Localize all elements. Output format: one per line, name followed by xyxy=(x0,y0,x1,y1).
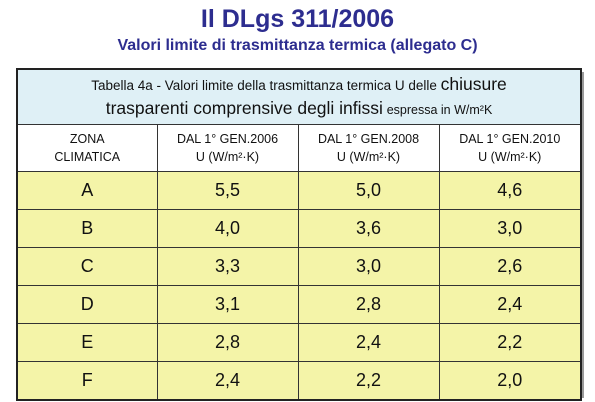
header-line2: U (W/m²·K) xyxy=(195,150,260,164)
value-2006-cell: 2,8 xyxy=(156,323,299,362)
header-line1: ZONA xyxy=(69,132,105,146)
header-line1: DAL 1° GEN.2006 xyxy=(176,132,279,146)
table-row: C 3,3 3,0 2,6 xyxy=(16,247,582,286)
value-2006-cell: 4,0 xyxy=(156,209,299,248)
value-2010-cell: 2,0 xyxy=(438,361,582,401)
value-2008-cell: 2,4 xyxy=(297,323,440,362)
table-container: Tabella 4a - Valori limite della trasmit… xyxy=(16,68,583,401)
zone-cell: A xyxy=(16,171,158,210)
value-2008-cell: 3,0 xyxy=(297,247,440,286)
zone-cell: F xyxy=(16,361,158,401)
value-2006-cell: 2,4 xyxy=(156,361,299,401)
table-row: A 5,5 5,0 4,6 xyxy=(16,171,582,210)
table-row: B 4,0 3,6 3,0 xyxy=(16,209,582,248)
table-row: D 3,1 2,8 2,4 xyxy=(16,285,582,324)
table-row: F 2,4 2,2 2,0 xyxy=(16,361,582,401)
header-2010: DAL 1° GEN.2010 U (W/m²·K) xyxy=(438,124,582,172)
header-2008: DAL 1° GEN.2008 U (W/m²·K) xyxy=(297,124,440,172)
header-line1: DAL 1° GEN.2008 xyxy=(317,132,420,146)
zone-cell: B xyxy=(16,209,158,248)
caption-text-4: espressa in W/m²K xyxy=(386,103,493,117)
caption-text-1: Tabella 4a - Valori limite della trasmit… xyxy=(91,78,437,93)
value-2010-cell: 4,6 xyxy=(438,171,582,210)
header-line2: CLIMATICA xyxy=(54,150,121,164)
value-2006-cell: 5,5 xyxy=(156,171,299,210)
table-row: E 2,8 2,4 2,2 xyxy=(16,323,582,362)
header-2006: DAL 1° GEN.2006 U (W/m²·K) xyxy=(156,124,299,172)
transmittance-table: Tabella 4a - Valori limite della trasmit… xyxy=(16,68,583,401)
zone-cell: E xyxy=(16,323,158,362)
header-zone: ZONA CLIMATICA xyxy=(16,124,158,172)
caption-text-2: chiusure xyxy=(440,74,507,94)
caption-text-3: trasparenti comprensive degli infissi xyxy=(105,98,383,118)
value-2008-cell: 5,0 xyxy=(297,171,440,210)
value-2008-cell: 3,6 xyxy=(297,209,440,248)
value-2010-cell: 3,0 xyxy=(438,209,582,248)
caption-row: Tabella 4a - Valori limite della trasmit… xyxy=(16,68,582,125)
header-line1: DAL 1° GEN.2010 xyxy=(459,132,561,146)
value-2006-cell: 3,3 xyxy=(156,247,299,286)
header-row: ZONA CLIMATICA DAL 1° GEN.2006 U (W/m²·K… xyxy=(16,124,582,172)
value-2008-cell: 2,2 xyxy=(297,361,440,401)
page-subtitle: Valori limite di trasmittanza termica (a… xyxy=(117,37,478,54)
zone-cell: D xyxy=(16,285,158,324)
header-line2: U (W/m²·K) xyxy=(478,150,542,164)
value-2010-cell: 2,2 xyxy=(438,323,582,362)
value-2008-cell: 2,8 xyxy=(297,285,440,324)
value-2010-cell: 2,6 xyxy=(438,247,582,286)
table-caption: Tabella 4a - Valori limite della trasmit… xyxy=(16,68,582,125)
page-title: Il DLgs 311/2006 xyxy=(200,5,395,33)
value-2010-cell: 2,4 xyxy=(438,285,582,324)
zone-cell: C xyxy=(16,247,158,286)
header-line2: U (W/m²·K) xyxy=(336,150,401,164)
value-2006-cell: 3,1 xyxy=(156,285,299,324)
